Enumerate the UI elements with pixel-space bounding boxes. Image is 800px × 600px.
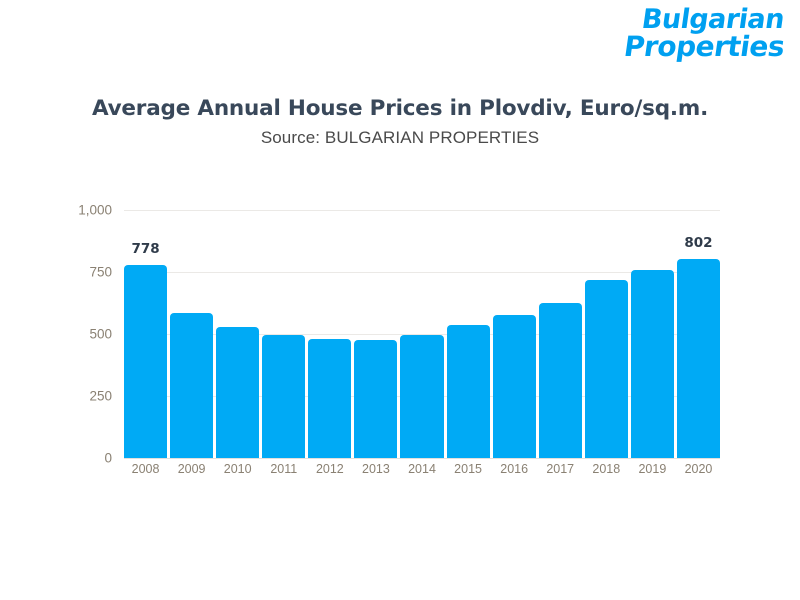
bar-2020[interactable] [676, 259, 721, 458]
bar-2016[interactable] [492, 314, 536, 458]
bar-column-2013[interactable]: 2013 [354, 210, 398, 476]
bar-column-2020[interactable]: 802 2020 [676, 210, 721, 476]
y-axis-tick-label: 0 [104, 450, 112, 466]
bar-2019[interactable] [630, 269, 674, 458]
bar-column-2019[interactable]: 2019 [630, 210, 674, 476]
chart-title: Average Annual House Prices in Plovdiv, … [91, 96, 709, 121]
bar-column-2015[interactable]: 2015 [446, 210, 490, 476]
x-axis-tick-label: 2016 [500, 462, 529, 476]
x-axis-tick-label: 2017 [546, 462, 575, 476]
y-axis-tick-label: 250 [89, 388, 112, 404]
bar-column-2008[interactable]: 778 2008 [124, 210, 168, 476]
chart-plot-area: 0 250 500 750 1,000 778 2008 2009 2010 2011 2012 2… [78, 203, 721, 476]
bar-column-2011[interactable]: 2011 [262, 210, 306, 476]
x-axis-tick-label: 2008 [131, 462, 160, 476]
bar-column-2017[interactable]: 2017 [538, 210, 582, 476]
x-axis-tick-label: 2010 [223, 462, 252, 476]
y-axis-tick-label: 750 [89, 264, 112, 280]
x-axis-tick-label: 2011 [270, 462, 298, 476]
bar-2011[interactable] [262, 334, 306, 458]
bar-column-2012[interactable]: 2012 [308, 210, 352, 476]
bar-2010[interactable] [216, 327, 260, 458]
chart-subtitle-source: Source: BULGARIAN PROPERTIES [260, 128, 540, 147]
bar-2013[interactable] [354, 340, 398, 458]
bar-2018[interactable] [584, 280, 628, 458]
bar-2014[interactable] [400, 335, 444, 458]
x-axis-tick-label: 2018 [592, 462, 621, 476]
gridline-750 [124, 272, 720, 273]
x-axis-tick-label: 2012 [315, 462, 344, 476]
gridline-1000 [124, 210, 720, 211]
bulgarian-properties-logo: Bulgarian Properties [621, 4, 787, 63]
x-axis-tick-label: 2014 [408, 462, 436, 476]
bar-column-2016[interactable]: 2016 [492, 210, 536, 476]
x-axis-tick-label: 2019 [638, 462, 667, 476]
x-axis-tick-label: 2015 [454, 462, 482, 476]
bar-2008[interactable] [124, 265, 168, 458]
bar-value-label: 802 [684, 235, 713, 252]
gridline-0 [124, 458, 720, 459]
bar-column-2009[interactable]: 2009 [170, 210, 214, 476]
y-axis-tick-label: 500 [89, 326, 112, 342]
bar-column-2010[interactable]: 2010 [216, 210, 260, 476]
bar-2009[interactable] [170, 312, 214, 458]
logo-line-2: Properties [621, 29, 787, 63]
title-block: Average Annual House Prices in Plovdiv, … [0, 96, 800, 148]
bar-series: 778 2008 2009 2010 2011 2012 2013 2014 2015 2016 2… [124, 210, 721, 476]
gridline-500 [124, 334, 720, 335]
x-axis-tick-label: 2013 [362, 462, 390, 476]
y-axis-tick-label: 1,000 [78, 202, 112, 218]
x-axis-tick-label: 2020 [684, 462, 713, 476]
bar-2017[interactable] [538, 303, 582, 458]
x-axis-tick-label: 2009 [177, 462, 206, 476]
bar-column-2014[interactable]: 2014 [400, 210, 444, 476]
bar-value-label: 778 [131, 241, 160, 258]
bar-column-2018[interactable]: 2018 [584, 210, 628, 476]
bar-2015[interactable] [446, 325, 490, 458]
bar-2012[interactable] [308, 339, 352, 458]
